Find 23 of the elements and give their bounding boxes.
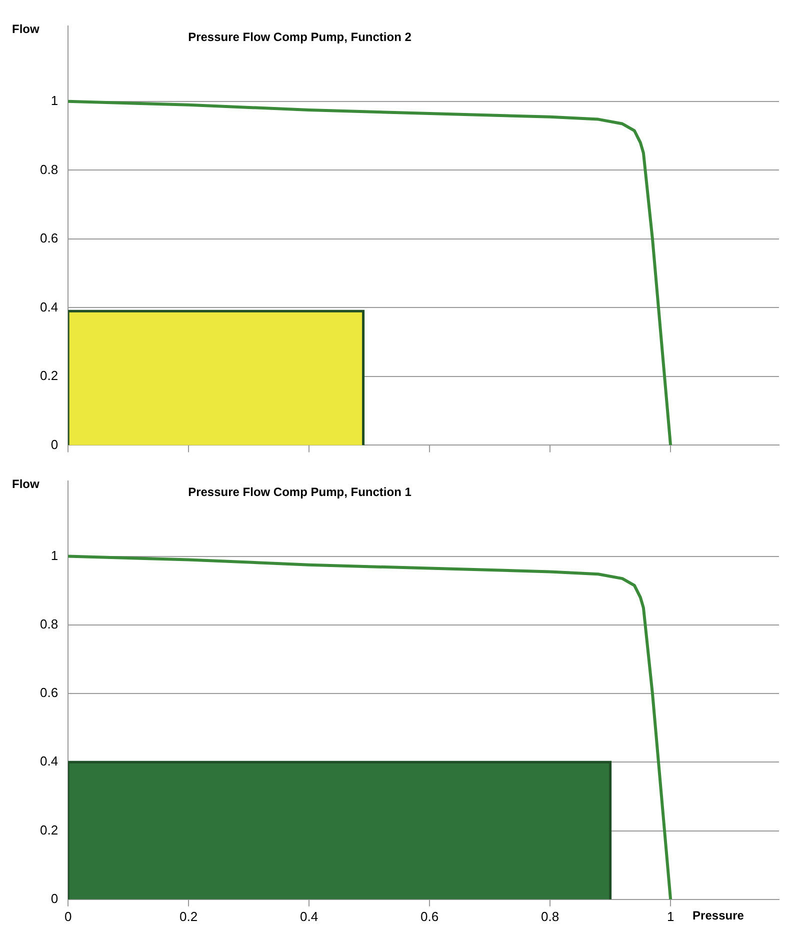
y-tick-label: 0.4 <box>40 299 58 314</box>
x-tick-label: 1 <box>666 908 674 924</box>
x-tick-label: 0.2 <box>180 908 198 924</box>
y-tick-label: 0.8 <box>40 162 58 177</box>
y-tick-label: 0 <box>50 890 58 906</box>
x-tick-label: 0 <box>64 908 72 924</box>
y-axis-title: Flow <box>12 477 40 492</box>
x-tick-label: 0.4 <box>300 908 318 924</box>
y-tick-label: 1 <box>50 548 58 563</box>
y-tick-label: 0.6 <box>40 230 58 246</box>
y-tick-label: 0.2 <box>40 822 58 838</box>
y-axis-title: Flow <box>12 22 40 36</box>
y-tick-label: 0.8 <box>40 616 58 632</box>
y-tick-label: 0 <box>50 436 58 452</box>
y-tick-label: 1 <box>50 93 58 108</box>
x-axis-title: Pressure <box>692 908 744 923</box>
x-tick-label: 0.6 <box>420 908 439 924</box>
chart-title: Pressure Flow Comp Pump, Function 2 <box>188 30 412 44</box>
y-tick-label: 0.2 <box>40 368 58 384</box>
y-tick-label: 0.6 <box>40 685 58 700</box>
chart-title: Pressure Flow Comp Pump, Function 1 <box>188 485 412 500</box>
x-tick-label: 0.8 <box>541 908 560 924</box>
y-tick-label: 0.4 <box>40 754 58 769</box>
